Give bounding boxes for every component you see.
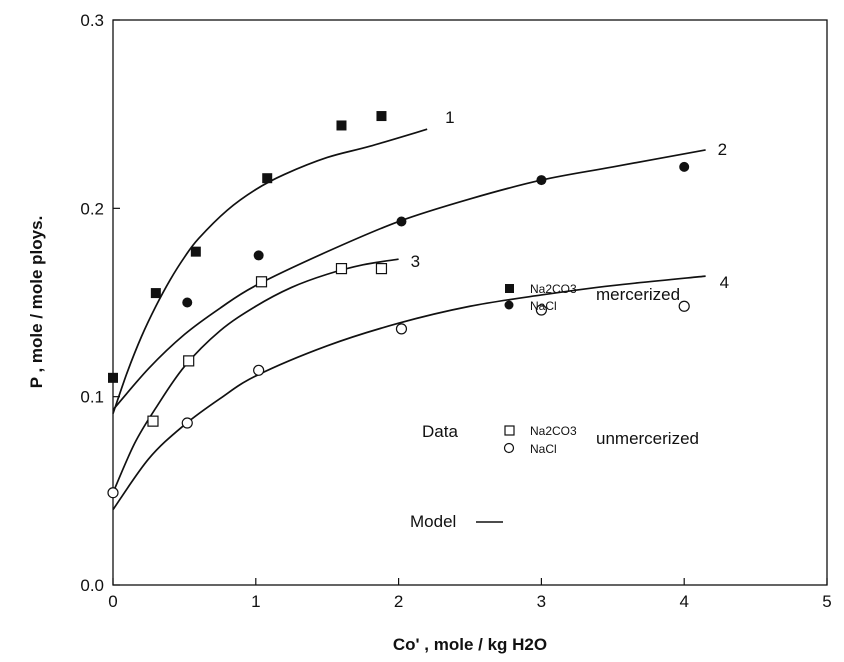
data-point-open-circle xyxy=(678,300,690,312)
legend-marker-open-circle xyxy=(503,442,515,454)
x-tick-label: 0 xyxy=(108,592,117,611)
data-point-open-circle xyxy=(395,323,408,335)
legend-model-label: Model xyxy=(410,512,456,531)
data-point-open-square xyxy=(255,276,268,288)
legend-marker-open-square xyxy=(504,425,515,436)
data-point-open-square xyxy=(147,415,159,427)
data-point-open-circle xyxy=(107,487,119,499)
data-point-filled-circle xyxy=(396,216,407,227)
data-point-filled-circle xyxy=(679,161,690,172)
curve-label-4: 4 xyxy=(720,273,729,292)
x-axis-title: Co' , mole / kg H2O xyxy=(393,635,547,654)
curve-label-2: 2 xyxy=(718,140,727,159)
data-point-filled-circle xyxy=(253,250,264,261)
y-tick-label: 0.3 xyxy=(80,11,104,30)
x-tick-label: 5 xyxy=(822,592,831,611)
legend-group-unmercerized: unmercerized xyxy=(596,429,699,448)
data-point-filled-square xyxy=(336,120,347,131)
y-axis-title: P , mole / mole ploys. xyxy=(27,216,46,389)
data-point-filled-square xyxy=(376,111,387,122)
data-point-filled-square xyxy=(150,288,161,299)
legend-data-label: Data xyxy=(422,422,458,441)
legend: Na2CO3 NaCl Na2CO3 NaCl Data mercerized … xyxy=(410,282,699,531)
model-curve-2 xyxy=(112,149,706,411)
plot-frame xyxy=(112,19,828,586)
legend-marker-filled-circle xyxy=(504,300,514,310)
data-point-filled-square xyxy=(108,372,118,383)
data-point-filled-square xyxy=(262,173,273,184)
data-point-filled-circle xyxy=(536,175,547,186)
curve-label-1: 1 xyxy=(445,108,454,127)
data-point-open-square xyxy=(375,263,388,275)
data-point-open-square xyxy=(183,355,195,367)
y-tick-label: 0.1 xyxy=(80,388,104,407)
y-tick-label: 0.2 xyxy=(80,199,104,218)
y-tick-label: 0.0 xyxy=(80,576,104,595)
data-point-open-square xyxy=(335,263,348,275)
data-point-open-circle xyxy=(181,417,193,429)
data-point-open-circle xyxy=(535,304,548,316)
x-tick-label: 1 xyxy=(251,592,260,611)
model-curve-1 xyxy=(112,128,428,414)
legend-entry-3: NaCl xyxy=(530,442,557,456)
legend-entry-1: NaCl xyxy=(530,299,557,313)
data-point-open-circle xyxy=(253,364,265,376)
legend-entry-0: Na2CO3 xyxy=(530,282,577,296)
legend-group-mercerized: mercerized xyxy=(596,285,680,304)
model-curve-4 xyxy=(112,275,706,511)
data-point-filled-square xyxy=(190,246,201,257)
data-point-filled-circle xyxy=(182,297,193,308)
legend-entry-2: Na2CO3 xyxy=(530,424,577,438)
x-tick-label: 3 xyxy=(537,592,546,611)
legend-marker-filled-square xyxy=(505,284,514,293)
x-tick-label: 2 xyxy=(394,592,403,611)
x-tick-label: 4 xyxy=(679,592,688,611)
curve-label-3: 3 xyxy=(411,252,420,271)
